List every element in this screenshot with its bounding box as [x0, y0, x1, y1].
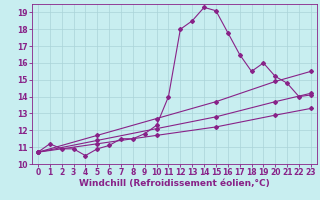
X-axis label: Windchill (Refroidissement éolien,°C): Windchill (Refroidissement éolien,°C) — [79, 179, 270, 188]
